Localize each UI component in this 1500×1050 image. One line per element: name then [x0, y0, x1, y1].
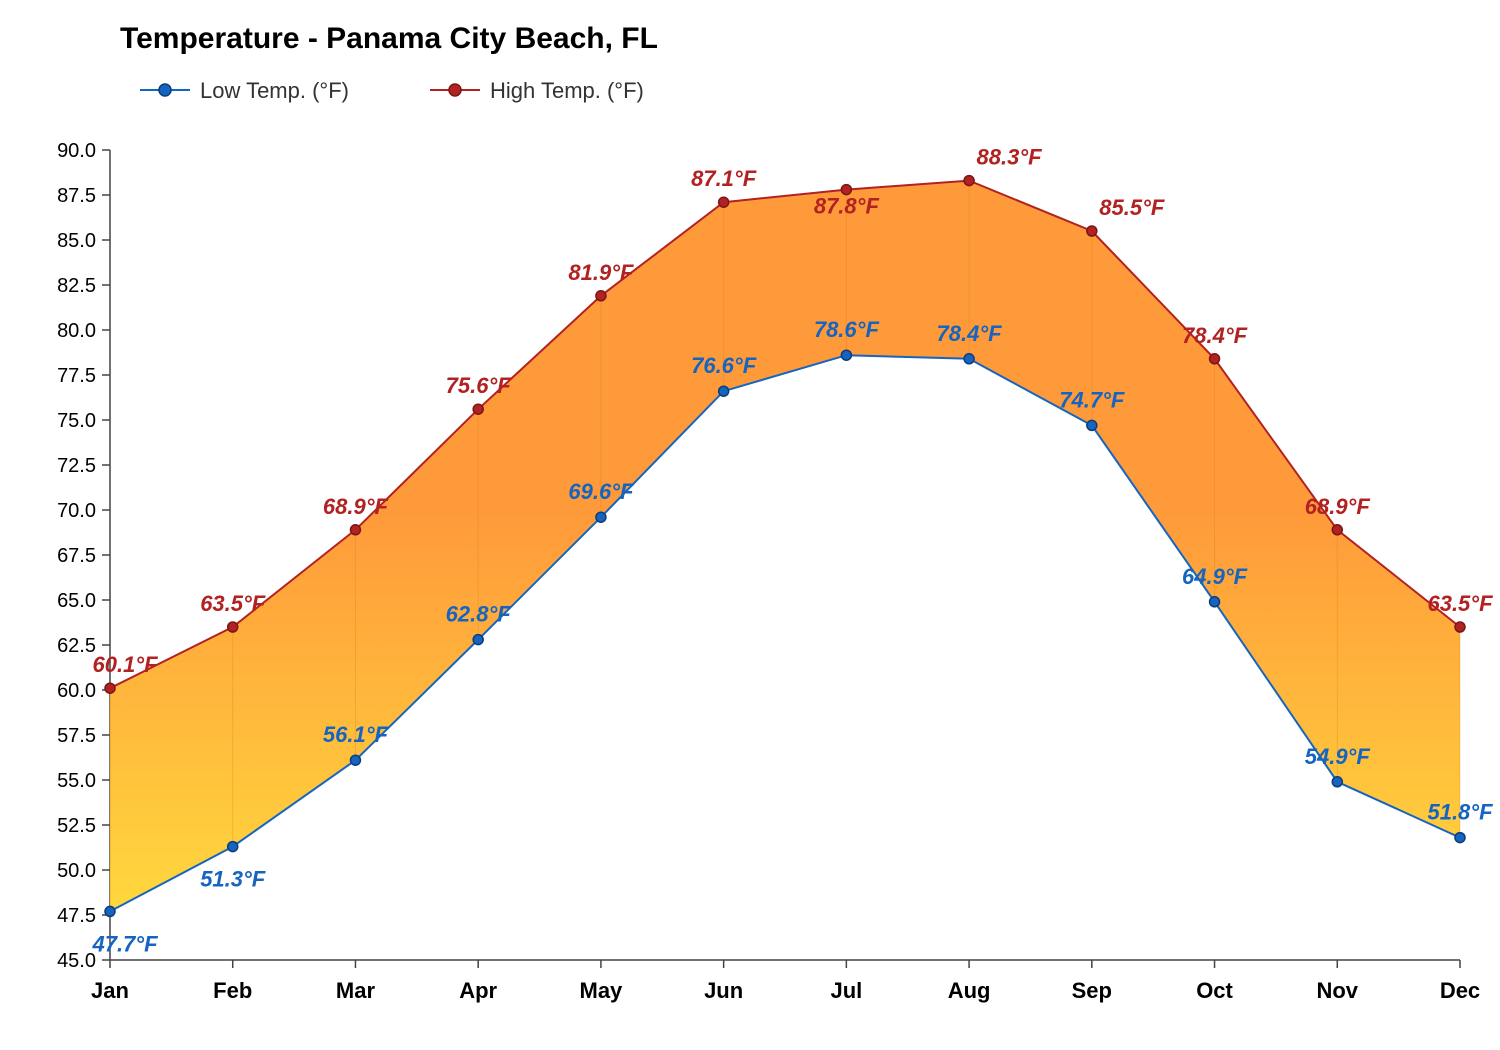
y-tick-label: 70.0	[57, 500, 96, 522]
y-tick-label: 47.5	[57, 905, 96, 927]
high-temp-label: 87.1°F	[691, 166, 757, 191]
x-tick-label: Mar	[336, 978, 376, 1003]
high-temp-label: 68.9°F	[1305, 494, 1371, 519]
x-tick-label: May	[580, 978, 624, 1003]
low-temp-marker	[228, 842, 238, 852]
y-tick-label: 85.0	[57, 230, 96, 252]
x-tick-label: Aug	[948, 978, 991, 1003]
high-temp-marker	[1087, 226, 1097, 236]
y-tick-label: 57.5	[57, 725, 96, 747]
low-temp-marker	[473, 635, 483, 645]
high-temp-marker	[1210, 354, 1220, 364]
legend-high-label: High Temp. (°F)	[490, 78, 644, 103]
low-temp-label: 78.4°F	[937, 321, 1003, 346]
low-temp-marker	[1087, 420, 1097, 430]
legend-low-label: Low Temp. (°F)	[200, 78, 349, 103]
low-temp-marker	[1332, 777, 1342, 787]
low-temp-label: 47.7°F	[91, 931, 158, 956]
x-tick-label: Nov	[1316, 978, 1358, 1003]
high-temp-marker	[473, 404, 483, 414]
y-tick-label: 82.5	[57, 275, 96, 297]
low-temp-marker	[105, 906, 115, 916]
y-tick-label: 75.0	[57, 410, 96, 432]
x-tick-label: Feb	[213, 978, 252, 1003]
temperature-chart: Temperature - Panama City Beach, FL Low T…	[0, 0, 1500, 1050]
chart-title: Temperature - Panama City Beach, FL	[120, 22, 658, 55]
high-temp-label: 68.9°F	[323, 494, 389, 519]
high-temp-label: 81.9°F	[568, 260, 634, 285]
y-tick-label: 90.0	[57, 140, 96, 162]
legend-low-marker	[159, 84, 171, 96]
x-tick-label: Sep	[1072, 978, 1112, 1003]
y-tick-label: 67.5	[57, 545, 96, 567]
high-temp-marker	[964, 176, 974, 186]
x-tick-label: Dec	[1440, 978, 1480, 1003]
y-tick-label: 50.0	[57, 860, 96, 882]
high-temp-marker	[105, 683, 115, 693]
high-temp-marker	[719, 197, 729, 207]
y-tick-label: 45.0	[57, 950, 96, 972]
low-temp-label: 69.6°F	[568, 479, 634, 504]
high-temp-marker	[596, 291, 606, 301]
x-tick-label: Apr	[459, 978, 497, 1003]
low-temp-marker	[719, 386, 729, 396]
y-tick-label: 87.5	[57, 185, 96, 207]
y-tick-label: 77.5	[57, 365, 96, 387]
temperature-range-area	[110, 181, 1460, 912]
low-temp-label: 56.1°F	[323, 722, 389, 747]
y-tick-label: 55.0	[57, 770, 96, 792]
high-temp-label: 63.5°F	[200, 591, 266, 616]
low-temp-label: 78.6°F	[814, 317, 880, 342]
low-temp-label: 51.8°F	[1427, 800, 1493, 825]
high-temp-label: 60.1°F	[92, 652, 158, 677]
low-temp-marker	[964, 354, 974, 364]
y-tick-label: 52.5	[57, 815, 96, 837]
low-temp-label: 76.6°F	[691, 353, 757, 378]
chart-svg: Temperature - Panama City Beach, FL Low T…	[0, 0, 1500, 1050]
high-temp-marker	[228, 622, 238, 632]
y-tick-label: 72.5	[57, 455, 96, 477]
high-temp-marker	[1455, 622, 1465, 632]
low-temp-label: 51.3°F	[200, 867, 266, 892]
high-temp-marker	[1332, 525, 1342, 535]
x-tick-label: Jul	[830, 978, 862, 1003]
x-tick-label: Oct	[1196, 978, 1233, 1003]
y-tick-label: 60.0	[57, 680, 96, 702]
high-temp-label: 63.5°F	[1427, 591, 1493, 616]
low-temp-marker	[1210, 597, 1220, 607]
low-temp-label: 62.8°F	[446, 602, 512, 627]
x-tick-label: Jan	[91, 978, 129, 1003]
high-temp-label: 88.3°F	[977, 145, 1043, 170]
low-temp-label: 54.9°F	[1305, 744, 1371, 769]
y-tick-label: 62.5	[57, 635, 96, 657]
legend-high-marker	[449, 84, 461, 96]
low-temp-marker	[1455, 833, 1465, 843]
low-temp-marker	[596, 512, 606, 522]
high-temp-label: 85.5°F	[1099, 195, 1165, 220]
low-temp-label: 64.9°F	[1182, 564, 1248, 589]
x-tick-label: Jun	[704, 978, 743, 1003]
low-temp-marker	[841, 350, 851, 360]
low-temp-marker	[350, 755, 360, 765]
high-temp-marker	[350, 525, 360, 535]
low-temp-label: 74.7°F	[1059, 387, 1125, 412]
y-tick-label: 65.0	[57, 590, 96, 612]
high-temp-label: 78.4°F	[1182, 323, 1248, 348]
high-temp-label: 75.6°F	[446, 373, 512, 398]
y-tick-label: 80.0	[57, 320, 96, 342]
high-temp-label: 87.8°F	[814, 194, 880, 219]
